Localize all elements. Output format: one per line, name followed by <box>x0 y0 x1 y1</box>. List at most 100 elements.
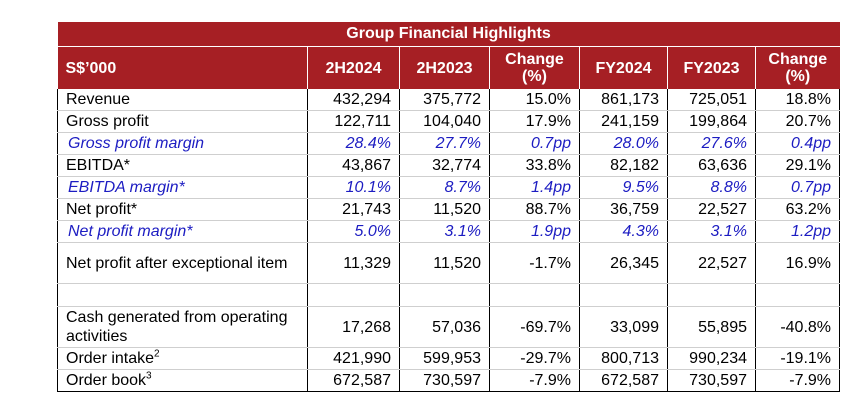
cell-full-year-change: 16.9% <box>755 242 841 284</box>
cell-half-year-change: -1.7% <box>489 242 580 284</box>
cell-2h2024: 17,268 <box>307 306 400 348</box>
cell-fy2023: 22,527 <box>667 242 756 284</box>
table-title: Group Financial Highlights <box>57 22 840 47</box>
cell-fy2024: 241,159 <box>579 110 668 133</box>
cell-fy2024: 26,345 <box>579 242 668 284</box>
row-label-text: Cash generated from operating activities <box>66 309 288 345</box>
cell-half-year-change: 0.7pp <box>489 132 580 155</box>
cell-full-year-change: 1.2pp <box>755 220 841 243</box>
table-spacer-row <box>57 283 841 307</box>
cell-full-year-change: -7.9% <box>755 369 841 392</box>
cell-2h2024: 28.4% <box>307 132 400 155</box>
cell-fy2023: 55,895 <box>667 306 756 348</box>
cell-2h2024: 10.1% <box>307 176 400 199</box>
cell-half-year-change: 1.9pp <box>489 220 580 243</box>
cell-fy2024: 33,099 <box>579 306 668 348</box>
row-label-text: Net profit margin* <box>68 223 193 240</box>
spacer-cell <box>307 283 400 307</box>
cell-fy2023: 63,636 <box>667 154 756 177</box>
row-label-text: Net profit* <box>66 201 138 218</box>
cell-2h2024: 672,587 <box>307 369 400 392</box>
cell-2h2024: 432,294 <box>307 89 400 111</box>
cell-2h2024: 21,743 <box>307 198 400 221</box>
cell-full-year-change: 29.1% <box>755 154 841 177</box>
cell-fy2024: 672,587 <box>579 369 668 392</box>
table-row: Net profit after exceptional item 11,329 1… <box>57 242 841 284</box>
cell-2h2024: 122,711 <box>307 110 400 133</box>
cell-half-year-change: 17.9% <box>489 110 580 133</box>
row-label: EBITDA* <box>57 154 308 177</box>
cell-half-year-change: 15.0% <box>489 89 580 111</box>
cell-2h2023: 11,520 <box>399 198 490 221</box>
spacer-cell <box>755 283 841 307</box>
cell-half-year-change: 33.8% <box>489 154 580 177</box>
row-label-text: EBITDA margin* <box>68 179 185 196</box>
row-label: Gross profit margin <box>57 132 308 155</box>
column-header-half-year-change: Change (%) <box>489 46 580 89</box>
cell-2h2024: 43,867 <box>307 154 400 177</box>
column-header-fy2024: FY2024 <box>579 46 668 89</box>
cell-2h2023: 599,953 <box>399 347 490 370</box>
row-label: Gross profit <box>57 110 308 133</box>
cell-full-year-change: -19.1% <box>755 347 841 370</box>
cell-half-year-change: -7.9% <box>489 369 580 392</box>
cell-2h2023: 104,040 <box>399 110 490 133</box>
cell-fy2024: 800,713 <box>579 347 668 370</box>
table-title-row: Group Financial Highlights <box>57 22 840 47</box>
row-label: Revenue <box>57 89 308 111</box>
cell-fy2024: 861,173 <box>579 89 668 111</box>
row-label-text: EBITDA* <box>66 157 131 174</box>
table-row: Cash generated from operating activities… <box>57 306 841 348</box>
cell-fy2024: 36,759 <box>579 198 668 221</box>
row-label-text: Net profit after exceptional item <box>66 254 288 272</box>
cell-fy2023: 27.6% <box>667 132 756 155</box>
column-header-full-year-change: Change (%) <box>755 46 840 89</box>
row-label-text: Gross profit margin <box>68 135 205 152</box>
column-header-2h2023: 2H2023 <box>399 46 490 89</box>
cell-fy2023: 990,234 <box>667 347 756 370</box>
cell-2h2023: 27.7% <box>399 132 490 155</box>
row-label-text: Order intake <box>66 350 155 367</box>
row-label-text: Order book <box>66 372 147 389</box>
row-label-text: Revenue <box>66 91 131 108</box>
row-label: EBITDA margin* <box>57 176 308 199</box>
column-header-fy2023: FY2023 <box>667 46 756 89</box>
table-row: Order intake2 421,990 599,953 -29.7% 800,713… <box>57 347 841 370</box>
cell-fy2023: 725,051 <box>667 89 756 111</box>
row-label: Order book3 <box>57 369 308 392</box>
table-row: Revenue 432,294 375,772 15.0% 861,173 725,051… <box>57 89 841 111</box>
cell-half-year-change: 88.7% <box>489 198 580 221</box>
cell-full-year-change: -40.8% <box>755 306 841 348</box>
column-header-2h2024: 2H2024 <box>307 46 400 89</box>
cell-fy2023: 730,597 <box>667 369 756 392</box>
table-row: Net profit margin* 5.0% 3.1% 1.9pp 4.3% 3.1% 1… <box>57 220 841 243</box>
cell-fy2024: 9.5% <box>579 176 668 199</box>
cell-fy2023: 22,527 <box>667 198 756 221</box>
row-label: Cash generated from operating activities <box>57 306 308 348</box>
row-label: Net profit* <box>57 198 308 221</box>
cell-2h2023: 8.7% <box>399 176 490 199</box>
column-header-row: S$’000 2H2024 2H2023 Change (%) FY2024 F… <box>57 46 840 89</box>
cell-2h2023: 11,520 <box>399 242 490 284</box>
spacer-cell <box>489 283 580 307</box>
spacer-cell <box>399 283 490 307</box>
cell-fy2023: 8.8% <box>667 176 756 199</box>
cell-fy2024: 28.0% <box>579 132 668 155</box>
cell-2h2023: 57,036 <box>399 306 490 348</box>
cell-2h2023: 730,597 <box>399 369 490 392</box>
cell-fy2024: 4.3% <box>579 220 668 243</box>
table-row: EBITDA margin* 10.1% 8.7% 1.4pp 9.5% 8.8% 0.7p… <box>57 176 841 199</box>
row-label: Net profit after exceptional item <box>57 242 308 284</box>
financial-highlights-table: Group Financial Highlights S$’000 2H2024… <box>57 22 841 392</box>
table-body: Revenue 432,294 375,772 15.0% 861,173 725,051… <box>57 89 841 392</box>
table-row: Gross profit 122,711 104,040 17.9% 241,159 19… <box>57 110 841 133</box>
cell-2h2023: 3.1% <box>399 220 490 243</box>
cell-fy2023: 199,864 <box>667 110 756 133</box>
cell-2h2023: 375,772 <box>399 89 490 111</box>
row-label: Order intake2 <box>57 347 308 370</box>
table-row: EBITDA* 43,867 32,774 33.8% 82,182 63,636 29.1… <box>57 154 841 177</box>
footnote-marker: 3 <box>146 370 152 382</box>
cell-full-year-change: 0.7pp <box>755 176 841 199</box>
column-header-unit: S$’000 <box>57 46 308 89</box>
cell-half-year-change: -29.7% <box>489 347 580 370</box>
